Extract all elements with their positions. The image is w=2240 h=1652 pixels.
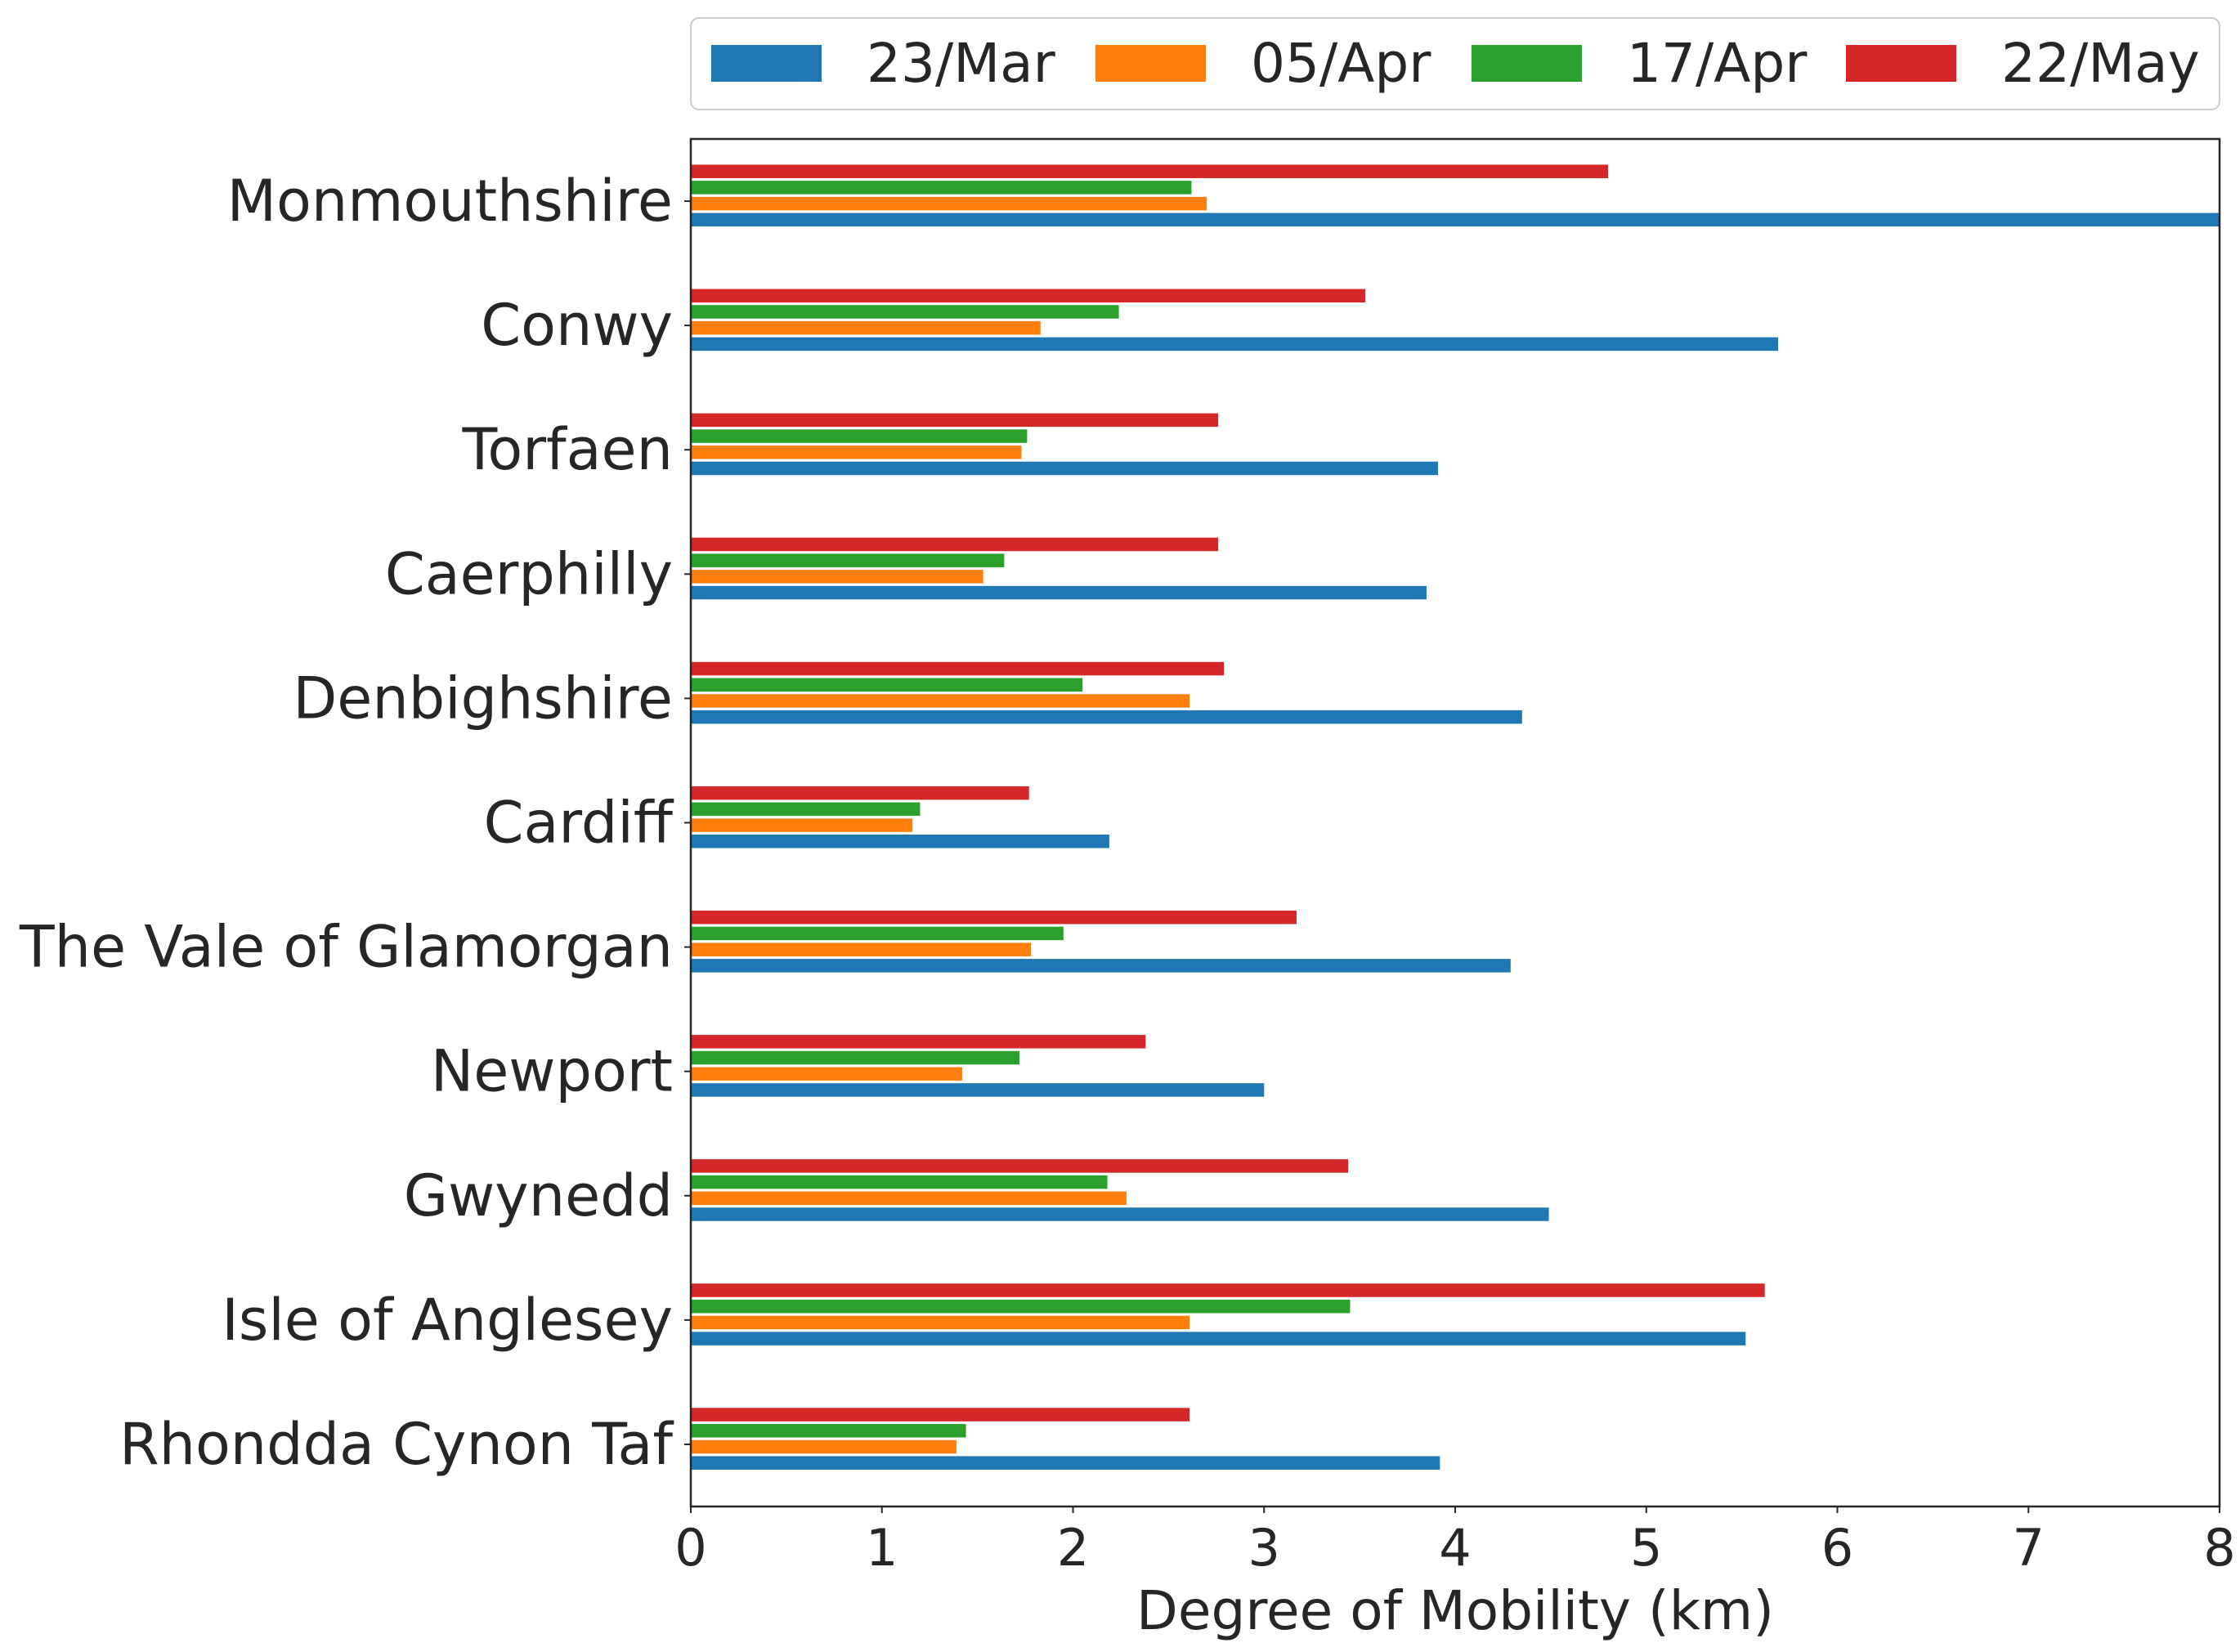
legend-label: 05/Apr [1251, 32, 1431, 95]
bar-cardiff-22-may [691, 786, 1029, 800]
bar-caerphilly-17-apr [691, 553, 1005, 567]
bar-newport-22-may [691, 1035, 1146, 1049]
legend-swatch [1846, 45, 1956, 82]
x-tick-label: 5 [1630, 1518, 1662, 1578]
bar-caerphilly-05-apr [691, 570, 983, 584]
y-tick-label: Caerphilly [385, 540, 673, 607]
bars [691, 164, 2220, 1470]
bar-conwy-17-apr [691, 305, 1119, 319]
bar-cardiff-17-apr [691, 802, 921, 817]
bar-denbighshire-22-may [691, 661, 1225, 676]
bar-rhondda-cynon-taf-05-apr [691, 1439, 956, 1454]
x-tick-label: 7 [2013, 1518, 2045, 1578]
bar-rhondda-cynon-taf-23-mar [691, 1456, 1440, 1470]
bar-newport-05-apr [691, 1067, 962, 1081]
bar-the-vale-of-glamorgan-17-apr [691, 926, 1064, 941]
bar-monmouthshire-05-apr [691, 196, 1207, 211]
legend-frame [690, 17, 2220, 110]
y-tick-label: Monmouthshire [227, 168, 673, 235]
bar-torfaen-22-may [691, 413, 1219, 428]
bar-rhondda-cynon-taf-22-may [691, 1408, 1190, 1421]
bar-cardiff-23-mar [691, 835, 1109, 848]
bar-isle-of-anglesey-05-apr [691, 1315, 1190, 1330]
bar-conwy-23-mar [691, 337, 1779, 351]
bar-torfaen-23-mar [691, 461, 1438, 476]
x-axis-ticks: 0 1 2 3 4 5 6 7 8 [674, 1506, 2236, 1578]
legend-label: 23/Mar [867, 32, 1056, 95]
legend-label: 17/Apr [1627, 32, 1808, 95]
bar-caerphilly-22-may [691, 537, 1219, 552]
y-tick-label: Cardiff [484, 790, 674, 857]
y-axis-labels: Monmouthshire Conwy Torfaen Caerphilly Denbi… [19, 168, 691, 1478]
bar-rhondda-cynon-taf-17-apr [691, 1424, 966, 1438]
bar-caerphilly-23-mar [691, 585, 1427, 600]
x-tick-label: 6 [1821, 1518, 1853, 1578]
y-tick-label: Isle of Anglesey [222, 1287, 673, 1354]
bar-denbighshire-23-mar [691, 710, 1522, 724]
x-tick-label: 0 [674, 1518, 706, 1578]
y-tick-label: Newport [431, 1038, 673, 1105]
bar-gwynedd-22-may [691, 1159, 1349, 1173]
bar-newport-23-mar [691, 1083, 1265, 1097]
bar-conwy-22-may [691, 289, 1366, 303]
bar-isle-of-anglesey-17-apr [691, 1299, 1351, 1314]
bar-the-vale-of-glamorgan-23-mar [691, 959, 1511, 973]
y-tick-label: Gwynedd [404, 1162, 673, 1229]
bar-denbighshire-17-apr [691, 678, 1083, 692]
bar-monmouthshire-23-mar [691, 213, 2220, 227]
bar-newport-17-apr [691, 1050, 1020, 1065]
bar-torfaen-17-apr [691, 429, 1028, 443]
bar-gwynedd-17-apr [691, 1175, 1108, 1189]
y-tick-label: The Vale of Glamorgan [19, 914, 673, 981]
y-tick-label: Rhondda Cynon Taf [119, 1411, 674, 1478]
bar-torfaen-05-apr [691, 445, 1022, 459]
bar-the-vale-of-glamorgan-22-may [691, 910, 1297, 924]
legend-swatch [1472, 45, 1582, 82]
x-axis-title: Degree of Mobility (km) [1136, 1579, 1774, 1642]
bar-denbighshire-05-apr [691, 694, 1190, 708]
bar-gwynedd-23-mar [691, 1207, 1549, 1221]
bar-monmouthshire-17-apr [691, 181, 1192, 195]
y-tick-label: Denbighshire [293, 665, 673, 732]
bar-isle-of-anglesey-23-mar [691, 1332, 1746, 1345]
y-tick-label: Conwy [481, 292, 673, 359]
x-tick-label: 4 [1439, 1518, 1471, 1578]
y-tick-label: Torfaen [462, 416, 673, 483]
x-tick-label: 3 [1248, 1518, 1280, 1578]
legend-swatch [1095, 45, 1206, 82]
legend-swatch [711, 45, 822, 82]
bar-conwy-05-apr [691, 320, 1041, 335]
bar-gwynedd-05-apr [691, 1191, 1127, 1206]
bar-cardiff-05-apr [691, 818, 913, 832]
legend: 23/Mar 05/Apr 17/Apr 22/May [690, 17, 2220, 110]
bar-monmouthshire-22-may [691, 164, 1608, 178]
x-tick-label: 2 [1057, 1518, 1089, 1578]
legend-label: 22/May [2001, 32, 2200, 95]
bar-the-vale-of-glamorgan-05-apr [691, 942, 1032, 956]
x-tick-label: 8 [2203, 1518, 2235, 1578]
x-tick-label: 1 [866, 1518, 898, 1578]
bar-isle-of-anglesey-22-may [691, 1283, 1765, 1297]
